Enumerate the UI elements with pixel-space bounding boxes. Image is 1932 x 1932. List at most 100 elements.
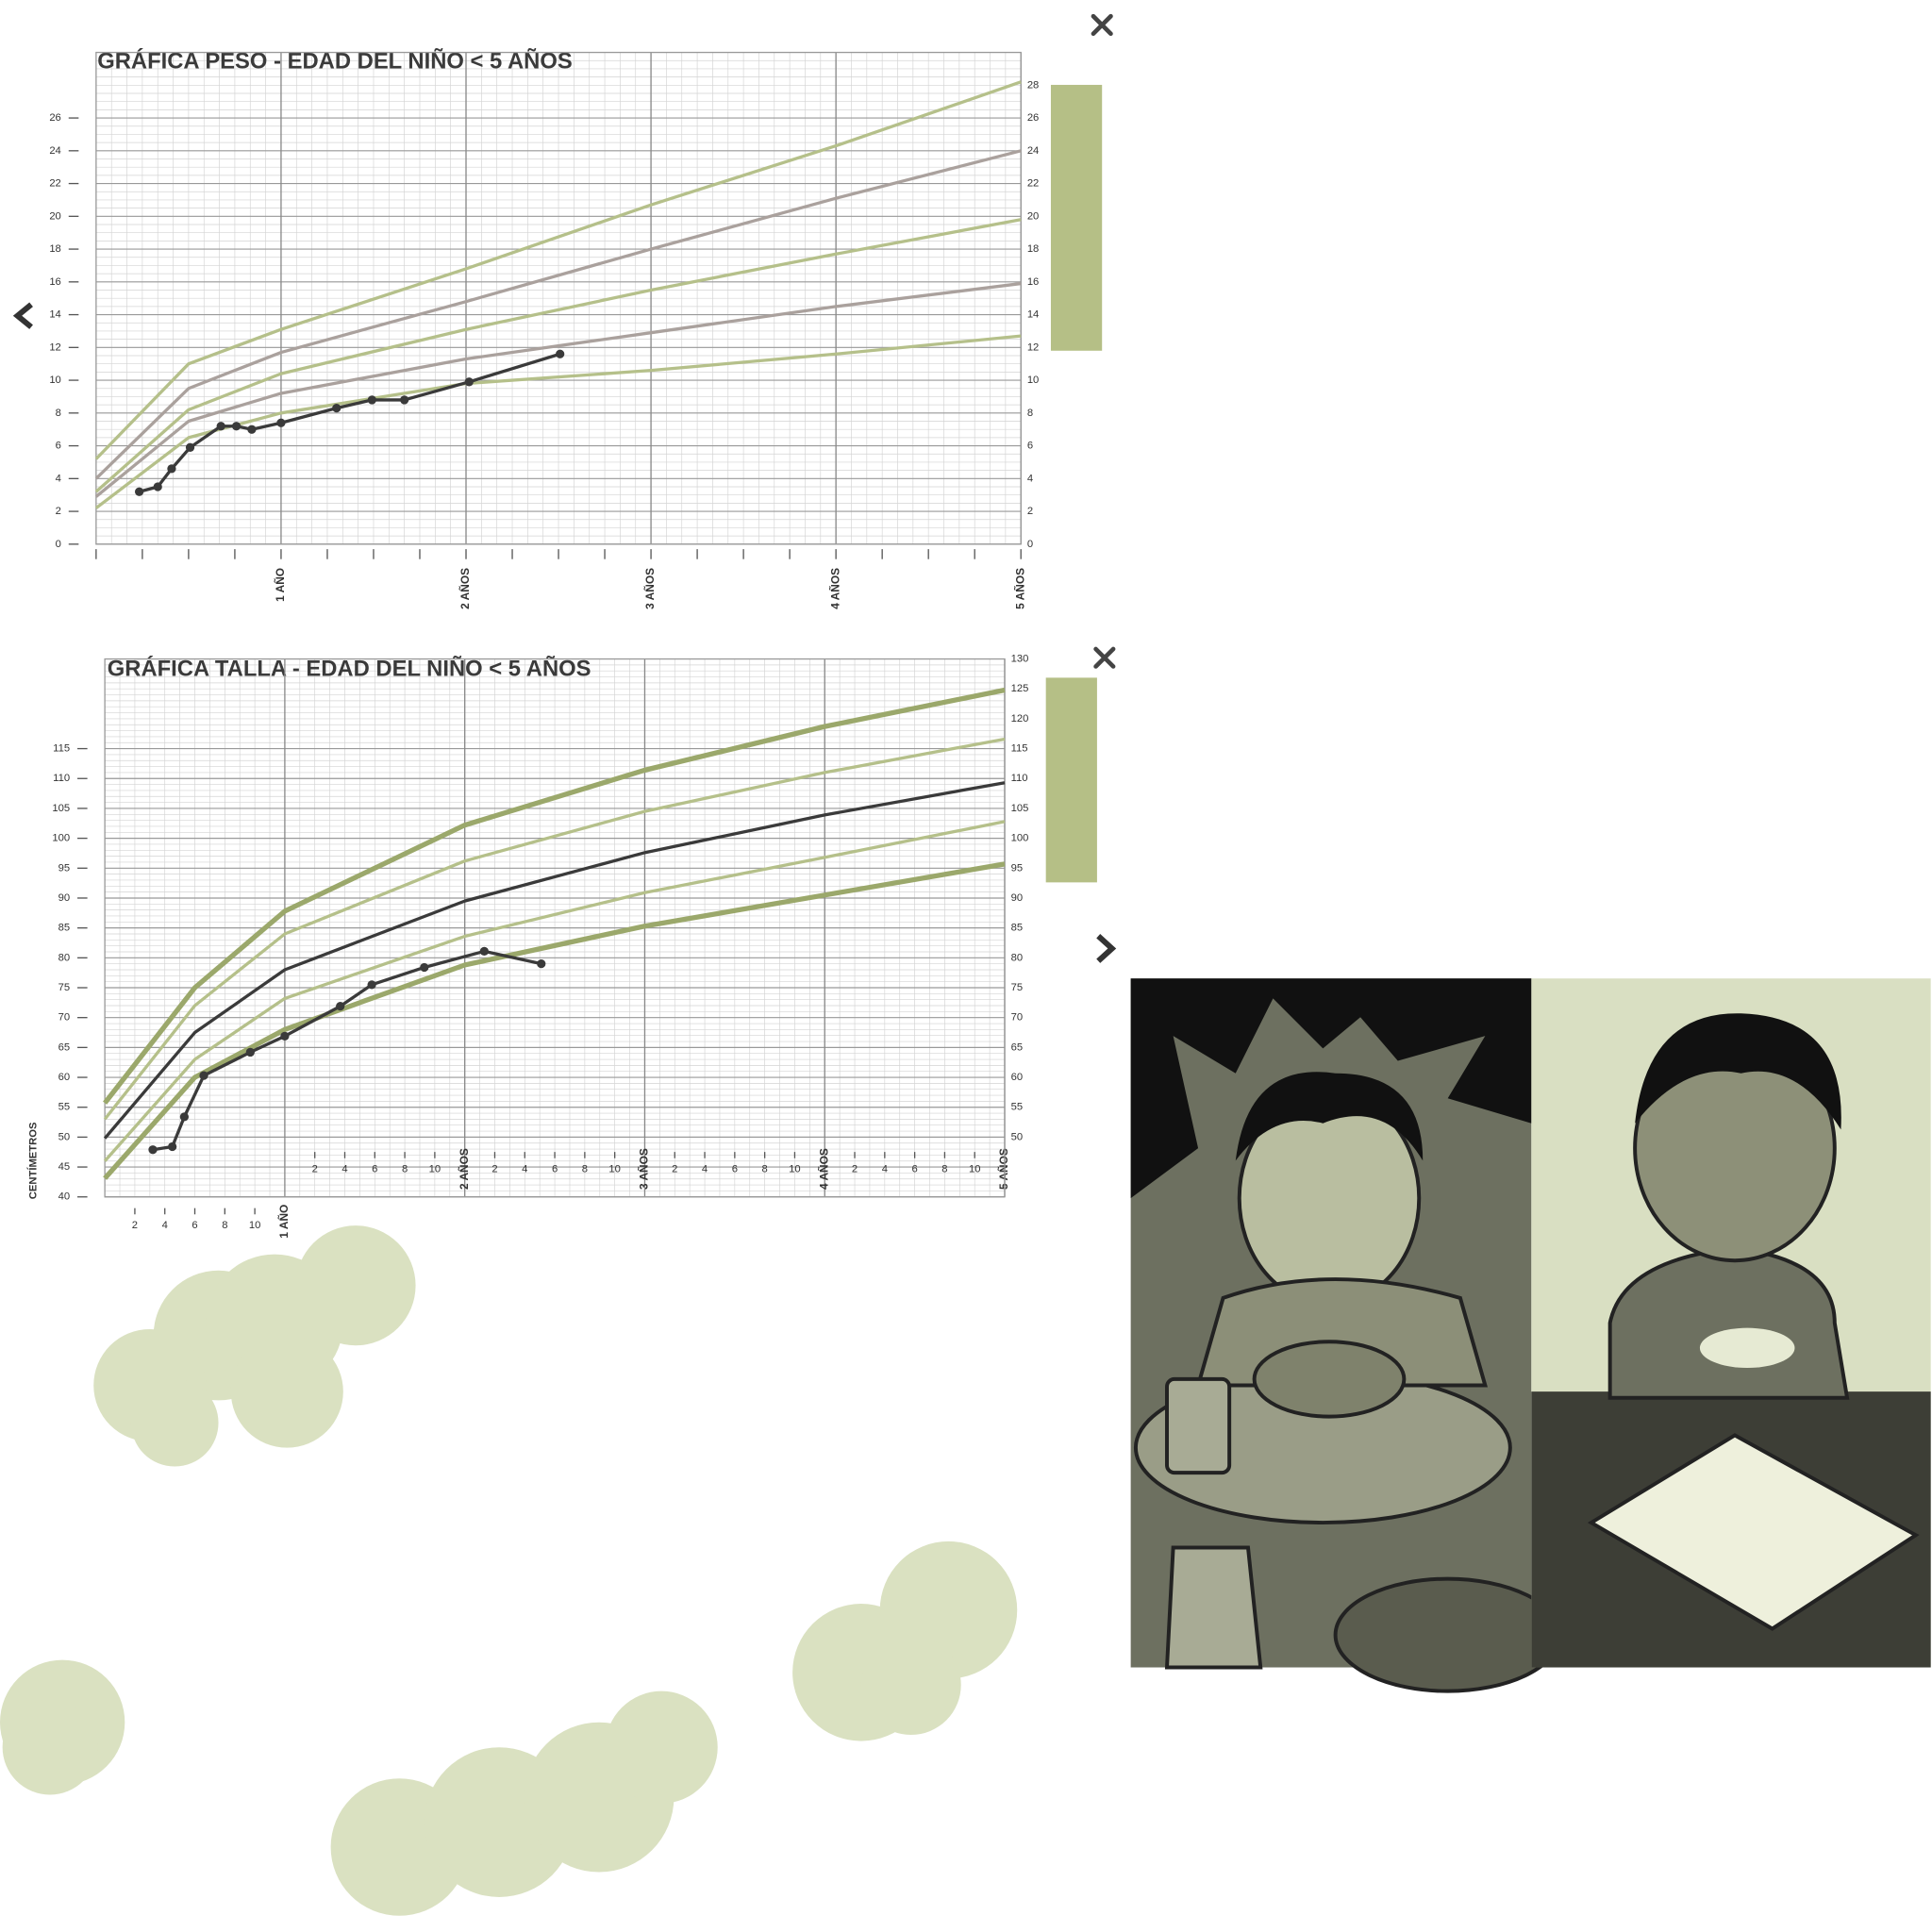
chart-title: GRÁFICA TALLA - EDAD DEL NIÑO < 5 AÑOS <box>108 656 591 682</box>
data-point <box>420 962 429 973</box>
y-tick-label: 90 <box>58 892 71 904</box>
data-point <box>464 377 474 387</box>
y-tick-label: 45 <box>58 1161 71 1173</box>
x-tick-label: 10 <box>429 1164 441 1175</box>
y-tick-label: 60 <box>58 1072 71 1083</box>
x-tick-label: 10 <box>608 1164 621 1175</box>
y2-tick-label: 85 <box>1011 923 1024 934</box>
y-tick-label: 10 <box>49 375 61 386</box>
y2-tick-label: 75 <box>1011 982 1024 993</box>
data-point <box>479 946 489 956</box>
y2-tick-label: 20 <box>1027 210 1040 222</box>
data-point <box>556 349 565 358</box>
reference-curve <box>94 149 1022 480</box>
x-tick-label: 2 <box>132 1220 138 1231</box>
data-point <box>231 422 242 431</box>
y2-tick-label: 65 <box>1011 1041 1024 1053</box>
x-tick-label: 6 <box>552 1164 558 1175</box>
y2-tick-label: 105 <box>1011 803 1029 814</box>
y-tick-label: 110 <box>53 773 70 784</box>
x-tick-label: 2 <box>852 1164 858 1175</box>
data-point <box>537 959 546 969</box>
reference-curve <box>94 281 1022 498</box>
y2-tick-label: 8 <box>1027 408 1033 419</box>
data-point <box>179 1112 190 1122</box>
x-tick-label: 6 <box>372 1164 377 1175</box>
y2-tick-label: 14 <box>1027 309 1040 321</box>
data-point <box>245 1047 255 1058</box>
illustration <box>1130 978 1931 1693</box>
plot-frame <box>104 658 1006 1198</box>
x-tick-label: 2 <box>672 1164 677 1175</box>
clouds <box>0 1225 1018 1916</box>
data-point <box>185 442 195 452</box>
data-point <box>247 425 257 434</box>
data-point <box>367 395 376 405</box>
x-tick-label: 8 <box>222 1220 227 1231</box>
next-arrow[interactable] <box>1096 934 1117 963</box>
data-point <box>280 1031 290 1041</box>
y2-tick-label: 28 <box>1027 79 1040 91</box>
prev-arrow[interactable] <box>12 302 33 329</box>
y-tick-label: 70 <box>58 1012 71 1024</box>
close-button[interactable] <box>1091 13 1113 37</box>
x-tick-label: 3 AÑOS <box>637 1148 651 1190</box>
y2-tick-label: 16 <box>1027 276 1040 288</box>
plot-frame <box>95 51 1022 545</box>
x-tick-label: 1 AÑO <box>276 1205 291 1239</box>
reference-curve <box>103 820 1006 1162</box>
reference-curve <box>103 781 1006 1140</box>
y2-tick-label: 6 <box>1027 441 1033 452</box>
data-point <box>336 1002 345 1011</box>
x-tick-label: 4 AÑOS <box>827 568 841 609</box>
y-tick-label: 26 <box>49 112 61 124</box>
x-tick-label: 8 <box>762 1164 768 1175</box>
side-bar <box>1045 677 1097 883</box>
y2-tick-label: 100 <box>1011 833 1029 844</box>
y2-tick-label: 10 <box>1027 375 1040 386</box>
minor-grid <box>95 52 1022 545</box>
x-tick-label: 2 <box>491 1164 497 1175</box>
y-axis-label: CENTÍMETROS <box>27 1122 40 1199</box>
y2-tick-label: 12 <box>1027 341 1040 353</box>
y2-tick-label: 70 <box>1011 1012 1024 1024</box>
x-tick-label: 8 <box>941 1164 947 1175</box>
y2-tick-label: 120 <box>1011 713 1029 724</box>
side-bar <box>1050 84 1103 351</box>
y-tick-label: 2 <box>56 506 61 517</box>
y-tick-label: 18 <box>49 243 61 255</box>
x-tick-label: 6 <box>732 1164 738 1175</box>
reference-curve <box>103 687 1006 1105</box>
x-tick-label: 6 <box>192 1220 197 1231</box>
x-tick-label: 5 AÑOS <box>996 1148 1010 1190</box>
x-tick-label: 8 <box>402 1164 408 1175</box>
x-tick-label: 4 <box>702 1164 708 1175</box>
y2-tick-label: 18 <box>1027 243 1040 255</box>
y-tick-label: 12 <box>49 341 61 353</box>
y2-tick-label: 115 <box>1011 743 1028 755</box>
x-tick-label: 4 <box>341 1164 347 1175</box>
data-point <box>276 418 286 427</box>
data-point <box>332 403 341 413</box>
y-tick-label: 16 <box>49 276 61 288</box>
y-tick-label: 105 <box>52 803 70 814</box>
y-tick-label: 95 <box>58 862 71 874</box>
y-tick-label: 115 <box>53 743 70 755</box>
y2-tick-label: 60 <box>1011 1072 1024 1083</box>
data-point <box>153 482 162 491</box>
y-tick-label: 100 <box>52 833 70 844</box>
x-tick-label: 2 AÑOS <box>458 568 472 609</box>
close-button[interactable] <box>1093 646 1116 669</box>
x-tick-label: 8 <box>582 1164 588 1175</box>
y2-tick-label: 50 <box>1011 1131 1024 1142</box>
x-tick-label: 4 <box>882 1164 888 1175</box>
child-line <box>152 949 542 1152</box>
reference-curve <box>94 80 1022 460</box>
x-tick-label: 3 AÑOS <box>642 568 657 609</box>
y2-tick-label: 22 <box>1027 178 1040 190</box>
y2-tick-label: 4 <box>1027 473 1033 484</box>
y2-tick-label: 2 <box>1027 506 1033 517</box>
x-tick-label: 4 <box>162 1220 168 1231</box>
y2-tick-label: 0 <box>1027 539 1033 550</box>
y2-tick-label: 130 <box>1011 654 1029 665</box>
